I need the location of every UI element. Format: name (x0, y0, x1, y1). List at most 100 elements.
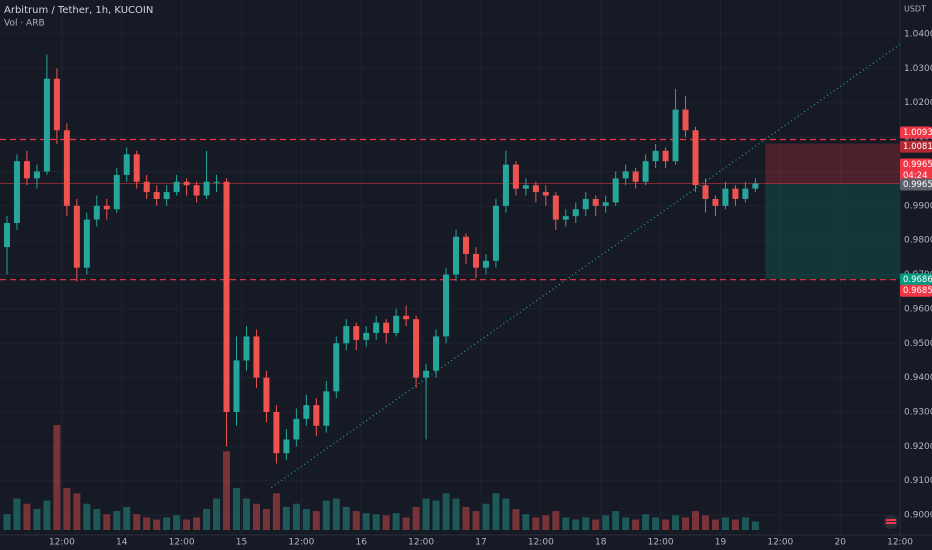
candle-body (482, 260, 489, 268)
candle-body (103, 205, 110, 210)
candle-body (153, 192, 160, 199)
candle-body (542, 192, 549, 196)
candle-body (752, 183, 759, 189)
price-badge (900, 284, 932, 297)
volume-bar (113, 511, 121, 530)
candle-body (263, 377, 270, 412)
volume-bar (193, 517, 201, 530)
candle-body (622, 171, 629, 179)
volume-bar (93, 509, 101, 530)
volume-bar (492, 493, 500, 530)
candle-body (472, 253, 479, 268)
candle-body (612, 178, 619, 203)
volume-bar (332, 498, 340, 530)
volume-bar (262, 509, 270, 530)
price-badge (900, 126, 932, 139)
volume-bar (711, 519, 719, 530)
volume-bar (3, 514, 11, 530)
volume-bar (133, 514, 141, 530)
volume-bar (203, 509, 211, 530)
candle-body (163, 192, 170, 199)
candle-body (123, 154, 130, 175)
volume-bar (502, 498, 510, 530)
volume-bar (701, 515, 709, 530)
y-tick-label: 1.0300 (904, 64, 932, 74)
candle-body (203, 181, 210, 196)
candle-body (512, 164, 519, 189)
volume-bar (33, 509, 41, 530)
candle-body (223, 181, 230, 412)
volume-bar (562, 517, 570, 530)
chart-subtitle: Vol · ARB (4, 19, 45, 29)
price-badge (900, 140, 932, 153)
candle-body (562, 216, 569, 220)
volume-bar (552, 511, 560, 530)
price-badge-label: 0.9965 (903, 180, 932, 190)
volume-bar (432, 500, 440, 530)
candle-body (213, 181, 220, 183)
volume-bar (312, 511, 320, 530)
chart-title: Arbitrum / Tether, 1h, KUCOIN (4, 5, 153, 16)
x-tick-label: 15 (236, 538, 247, 548)
grid (0, 0, 901, 535)
volume-bar (662, 519, 670, 530)
volume-bar (482, 503, 490, 530)
volume-bar (612, 511, 620, 530)
candle-body (602, 202, 609, 206)
candle-body (592, 198, 599, 206)
x-tick-label: 12:00 (767, 538, 793, 548)
volume-bar (223, 451, 231, 530)
candle-body (632, 171, 639, 182)
candle-body (642, 161, 649, 182)
price-badge-label: 1.0081 (903, 142, 932, 152)
volume-bar (472, 511, 480, 530)
candle-body (443, 274, 450, 337)
x-tick-label: 20 (834, 538, 846, 548)
candle-body (293, 418, 300, 440)
candle-body (582, 198, 589, 210)
candle-body (343, 326, 350, 344)
volume-bar (731, 519, 739, 530)
volume-bar (242, 498, 250, 530)
volume-bar (272, 493, 280, 530)
volume-bar (372, 514, 380, 530)
candle-body (522, 185, 529, 189)
x-tick-label: 12:00 (528, 538, 554, 548)
price-badge (900, 158, 932, 183)
volume-bar (63, 488, 71, 530)
x-tick-label: 18 (595, 538, 607, 548)
candle-body (403, 315, 410, 320)
candle-body (273, 411, 280, 454)
candle-body (373, 322, 380, 333)
candle-body (383, 322, 390, 333)
x-tick-label: 17 (475, 538, 486, 548)
volume-bar (173, 515, 181, 530)
candle-body (333, 343, 340, 392)
candle-body (393, 315, 400, 333)
volume-bar (542, 515, 550, 530)
candle-body (43, 78, 50, 172)
volume-bar (572, 519, 580, 530)
x-tick-label: 19 (715, 538, 727, 548)
volume-bar (382, 515, 390, 530)
candle-body (283, 439, 290, 454)
volume-bar (53, 425, 61, 530)
volume-bar (352, 511, 360, 530)
candle-body (173, 181, 180, 193)
candle-body (492, 205, 499, 261)
candle-body (702, 185, 709, 199)
volume-bar (252, 503, 260, 530)
candle-body (572, 209, 579, 217)
volume-bar (282, 506, 290, 530)
candle-body (463, 236, 469, 254)
candle-body (662, 150, 669, 162)
